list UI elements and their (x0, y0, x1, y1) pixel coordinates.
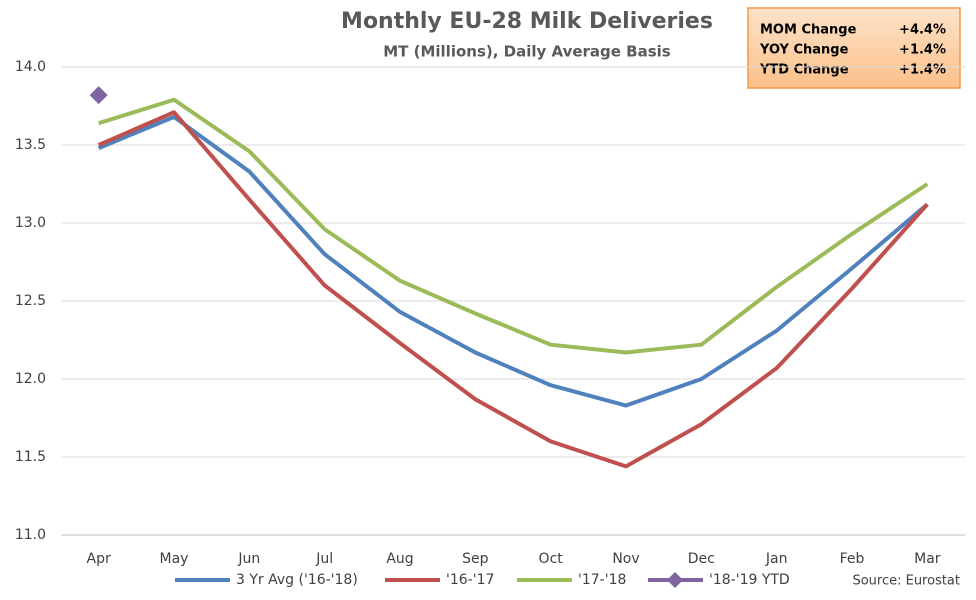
x-tick-label: Aug (386, 551, 413, 567)
series-line (97, 110, 929, 469)
y-tick-label: 13.0 (15, 215, 46, 231)
y-tick-label: 12.0 (15, 371, 46, 387)
legend-label: 3 Yr Avg ('16-'18) (236, 572, 358, 588)
y-tick-label: 11.5 (15, 449, 46, 465)
y-tick-label: 13.5 (15, 137, 46, 153)
info-label: YOY Change (759, 43, 849, 58)
series-line (97, 114, 929, 408)
info-value: +1.4% (899, 63, 946, 78)
x-tick-label: Apr (87, 551, 111, 567)
info-label: YTD Change (759, 63, 849, 78)
series-line (98, 97, 929, 355)
x-tick-label: Jul (315, 551, 333, 567)
x-tick-label: Jun (237, 551, 260, 567)
legend-label: '16-'17 (446, 572, 494, 588)
chart-title: Monthly EU-28 Milk Deliveries (341, 9, 713, 34)
info-value: +4.4% (899, 23, 946, 38)
x-tick-label: Jan (765, 551, 788, 567)
legend-label: '17-'18 (578, 572, 626, 588)
x-tick-label: Mar (914, 551, 941, 567)
info-label: MOM Change (760, 23, 857, 38)
x-tick-label: Oct (539, 551, 564, 567)
y-tick-label: 12.5 (15, 293, 46, 309)
info-box (747, 7, 961, 89)
source: Source: Eurostat (852, 574, 960, 589)
y-tick-label: 11.0 (15, 527, 46, 543)
x-tick-label: May (160, 551, 189, 567)
x-tick-label: Feb (840, 551, 865, 567)
x-tick-label: Sep (462, 551, 489, 567)
y-tick-label: 14.0 (15, 59, 46, 75)
marker (89, 86, 108, 105)
legend-label: '18-'19 YTD (709, 572, 790, 588)
legend-marker (667, 572, 683, 588)
x-tick-label: Nov (612, 551, 639, 567)
info-value: +1.4% (899, 43, 946, 58)
chart-subtitle: MT (Millions), Daily Average Basis (383, 43, 671, 61)
x-tick-label: Dec (688, 551, 715, 567)
